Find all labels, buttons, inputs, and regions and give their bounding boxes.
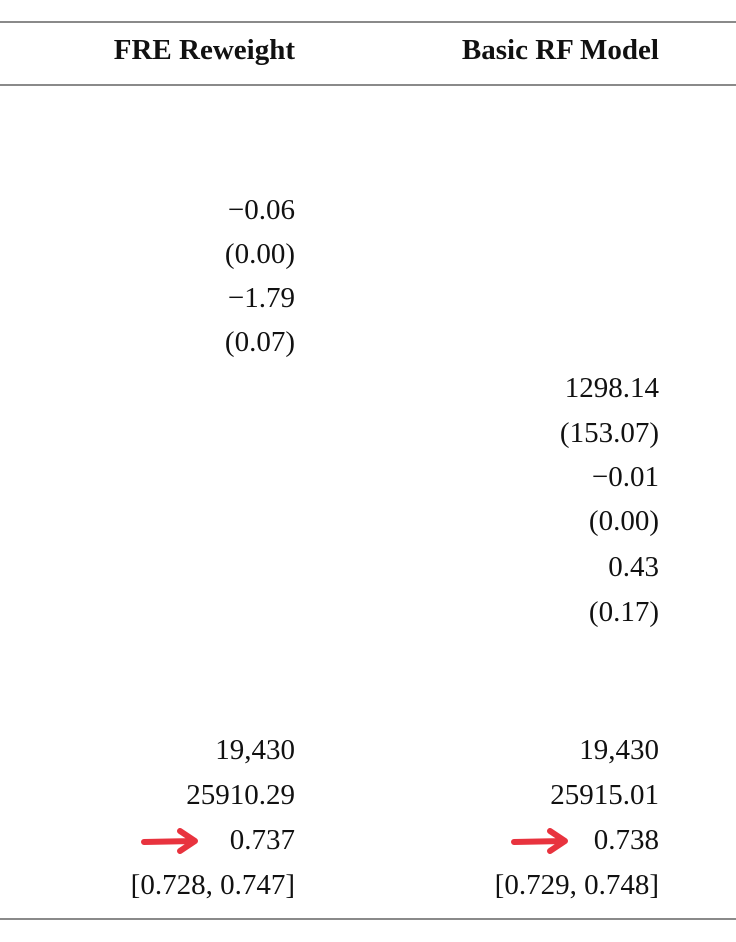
rf-coef-3: 0.43 xyxy=(608,551,659,583)
rf-auc-ci: [0.729, 0.748] xyxy=(494,869,659,901)
rf-coef-1: 1298.14 xyxy=(564,372,659,404)
header-rule xyxy=(0,84,736,86)
rf-se-1: (153.07) xyxy=(559,417,659,449)
fre-auc: 0.737 xyxy=(229,824,295,856)
fre-auc-ci: [0.728, 0.747] xyxy=(130,869,295,901)
column-header-basic-rf-model: Basic RF Model xyxy=(461,34,659,66)
rf-auc: 0.738 xyxy=(593,824,659,856)
fre-statistic: 25910.29 xyxy=(186,779,295,811)
rf-se-3: (0.17) xyxy=(588,596,659,628)
rf-se-2: (0.00) xyxy=(588,505,659,537)
fre-se-1: (0.00) xyxy=(224,238,295,270)
fre-se-2: (0.07) xyxy=(224,326,295,358)
rf-observations: 19,430 xyxy=(579,734,659,766)
right-arrow-icon xyxy=(511,828,568,854)
table-top-rule xyxy=(0,21,736,23)
rf-statistic: 25915.01 xyxy=(550,779,659,811)
fre-observations: 19,430 xyxy=(215,734,295,766)
right-arrow-icon xyxy=(141,828,198,854)
fre-coef-2: −1.79 xyxy=(227,282,295,314)
rf-coef-2: −0.01 xyxy=(591,461,659,493)
column-header-fre-reweight: FRE Reweight xyxy=(113,34,295,66)
table-bottom-rule xyxy=(0,918,736,920)
fre-coef-1: −0.06 xyxy=(227,194,295,226)
